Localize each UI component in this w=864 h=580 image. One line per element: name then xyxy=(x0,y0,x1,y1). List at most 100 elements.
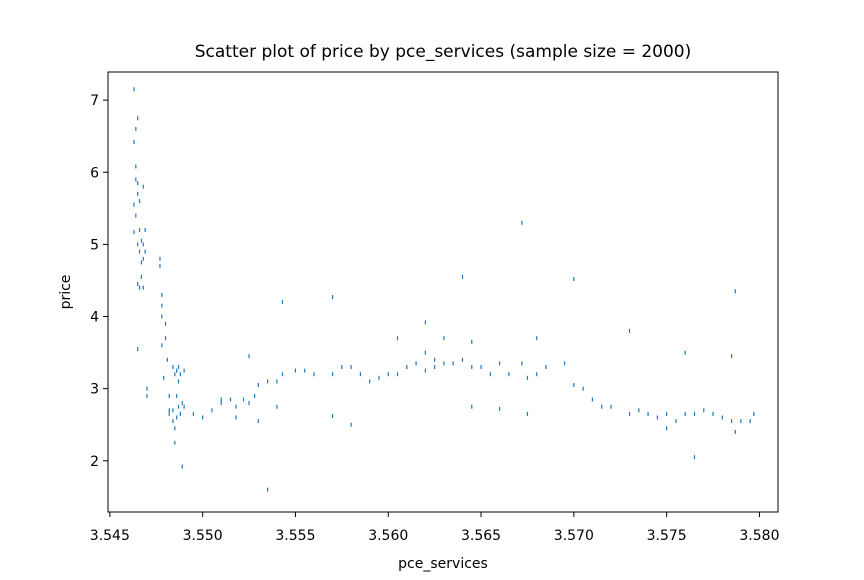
scatter-point xyxy=(235,415,237,420)
scatter-point xyxy=(168,393,170,398)
scatter-point xyxy=(142,242,144,247)
scatter-point xyxy=(753,411,755,416)
scatter-point xyxy=(174,372,176,377)
scatter-point xyxy=(140,260,143,265)
scatter-point xyxy=(452,361,454,366)
scatter-point xyxy=(161,292,163,297)
scatter-point xyxy=(146,386,148,391)
x-tick-label: 3.565 xyxy=(461,528,501,544)
scatter-point xyxy=(211,408,213,413)
scatter-point xyxy=(471,339,473,344)
scatter-point xyxy=(137,282,139,287)
scatter-point xyxy=(267,487,269,492)
x-axis-label: pce_services xyxy=(398,556,488,572)
y-axis-label: price xyxy=(58,275,74,310)
scatter-point xyxy=(161,303,163,308)
scatter-point xyxy=(396,372,399,377)
y-tick-label: 3 xyxy=(90,382,99,398)
scatter-point xyxy=(174,426,176,431)
scatter-point xyxy=(137,181,139,186)
scatter-point xyxy=(684,350,686,355)
scatter-point xyxy=(220,401,222,406)
y-tick-label: 2 xyxy=(90,454,99,470)
scatter-point xyxy=(461,274,464,279)
scatter-point xyxy=(140,238,143,243)
scatter-point xyxy=(276,379,278,384)
scatter-point xyxy=(703,408,705,413)
scatter-point xyxy=(712,411,714,416)
scatter-point xyxy=(142,184,144,189)
chart-title: Scatter plot of price by pce_services (s… xyxy=(195,42,692,62)
y-tick-label: 5 xyxy=(90,237,99,253)
scatter-point xyxy=(138,249,141,254)
scatter-point xyxy=(521,220,523,225)
scatter-point xyxy=(146,393,148,398)
x-tick-label: 3.580 xyxy=(739,528,779,544)
scatter-point xyxy=(415,361,417,366)
scatter-point xyxy=(142,285,144,290)
scatter-point xyxy=(176,368,178,373)
scatter-point xyxy=(573,383,575,388)
scatter-point xyxy=(133,87,135,92)
scatter-point xyxy=(276,404,278,409)
scatter-point xyxy=(378,375,380,380)
scatter-point xyxy=(177,365,180,370)
scatter-point xyxy=(135,126,137,131)
scatter-point xyxy=(257,419,259,424)
scatter-point xyxy=(183,404,185,409)
plot-frame xyxy=(107,71,779,513)
scatter-point xyxy=(406,365,408,370)
scatter-point xyxy=(254,393,256,398)
scatter-point xyxy=(628,328,631,333)
scatter-point xyxy=(177,379,180,384)
scatter-point xyxy=(693,411,696,416)
scatter-point xyxy=(257,383,259,388)
scatter-point xyxy=(480,365,482,370)
scatter-point xyxy=(331,414,334,419)
scatter-point xyxy=(248,354,250,359)
scatter-point xyxy=(166,357,168,362)
scatter-point xyxy=(135,213,137,218)
scatter-point xyxy=(350,422,352,427)
scatter-point xyxy=(721,415,723,420)
y-tick-label: 4 xyxy=(90,310,99,326)
scatter-point xyxy=(424,350,426,355)
scatter-point xyxy=(183,368,185,373)
x-tick-label: 3.575 xyxy=(647,528,687,544)
scatter-point xyxy=(138,199,141,204)
scatter-point xyxy=(647,411,649,416)
scatter-point xyxy=(666,411,668,416)
scatter-point xyxy=(181,464,183,469)
scatter-point xyxy=(220,397,222,402)
x-tick-label: 3.570 xyxy=(554,528,594,544)
scatter-point xyxy=(471,365,473,370)
scatter-point xyxy=(536,372,538,377)
scatter-point xyxy=(749,419,751,424)
scatter-point xyxy=(601,404,603,409)
scatter-point xyxy=(582,386,584,391)
scatter-point xyxy=(137,242,139,247)
scatter-point xyxy=(267,379,269,384)
x-tick-label: 3.560 xyxy=(368,528,408,544)
scatter-point xyxy=(350,365,352,370)
scatter-point xyxy=(179,411,181,416)
scatter-point xyxy=(387,372,389,377)
scatter-point xyxy=(242,397,245,402)
scatter-point xyxy=(159,256,161,261)
scatter-point xyxy=(177,404,180,409)
scatter-point xyxy=(734,289,736,294)
scatter-point xyxy=(144,227,146,232)
scatter-point xyxy=(248,401,250,406)
scatter-point xyxy=(684,411,686,416)
scatter-point xyxy=(135,177,137,182)
scatter-point xyxy=(144,249,146,254)
scatter-point xyxy=(331,295,334,300)
scatter-point xyxy=(281,372,284,377)
y-tick-label: 6 xyxy=(90,165,99,181)
x-tick-label: 3.555 xyxy=(275,528,315,544)
scatter-point xyxy=(573,277,575,282)
scatter-point xyxy=(235,404,237,409)
scatter-point xyxy=(424,368,426,373)
